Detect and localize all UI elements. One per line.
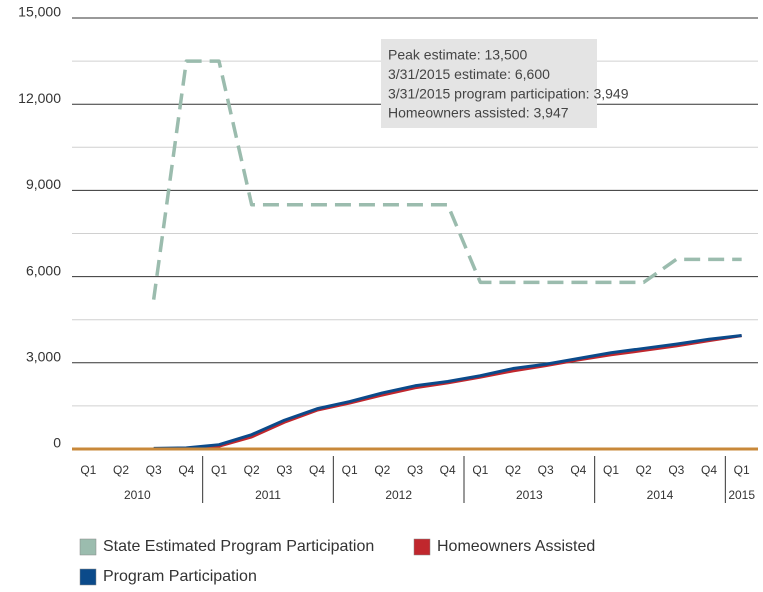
y-tick-label: 6,000: [26, 262, 61, 278]
x-tick-label: Q1: [603, 463, 619, 477]
y-tick-label: 9,000: [26, 176, 61, 192]
year-label: 2014: [647, 488, 674, 502]
x-tick-label: Q1: [472, 463, 488, 477]
x-tick-label: Q4: [178, 463, 194, 477]
x-tick-label: Q2: [374, 463, 390, 477]
y-tick-label: 15,000: [18, 4, 61, 20]
x-tick-label: Q4: [701, 463, 717, 477]
series-line: [153, 334, 742, 451]
x-tick-label: Q2: [636, 463, 652, 477]
y-tick-label: 0: [53, 435, 61, 451]
x-tick-label: Q4: [309, 463, 325, 477]
annotation-line: 3/31/2015 estimate: 6,600: [388, 66, 550, 82]
x-tick-label: Q2: [505, 463, 521, 477]
series-line: [151, 59, 742, 300]
annotation-line: Peak estimate: 13,500: [388, 47, 528, 63]
x-tick-label: Q1: [734, 463, 750, 477]
year-label: 2011: [255, 488, 281, 502]
x-tick-label: Q3: [146, 463, 162, 477]
annotation-line: 3/31/2015 program participation: 3,949: [388, 85, 629, 101]
year-label: 2013: [516, 488, 543, 502]
x-tick-label: Q2: [244, 463, 260, 477]
x-tick-label: Q1: [211, 463, 227, 477]
annotation-line: Homeowners assisted: 3,947: [388, 105, 569, 121]
year-label: 2010: [124, 488, 151, 502]
x-tick-label: Q1: [342, 463, 358, 477]
x-tick-label: Q4: [440, 463, 456, 477]
legend-label: Homeowners Assisted: [437, 538, 595, 555]
annotation-box: [381, 39, 597, 128]
x-tick-label: Q3: [407, 463, 423, 477]
legend-swatch: [79, 538, 97, 556]
legend-label: Program Participation: [103, 568, 257, 585]
legend-swatch: [79, 568, 97, 586]
x-tick-label: Q2: [113, 463, 129, 477]
legend-swatch: [413, 538, 431, 556]
series-line: [153, 334, 742, 450]
year-label: 2012: [385, 488, 412, 502]
x-tick-label: Q3: [276, 463, 292, 477]
y-tick-label: 3,000: [26, 349, 61, 365]
x-tick-label: Q3: [538, 463, 554, 477]
x-tick-label: Q1: [80, 463, 96, 477]
y-tick-label: 12,000: [18, 90, 61, 106]
year-label: 2015: [728, 488, 755, 502]
x-tick-label: Q4: [570, 463, 586, 477]
legend-label: State Estimated Program Participation: [103, 538, 374, 555]
x-tick-label: Q3: [668, 463, 684, 477]
